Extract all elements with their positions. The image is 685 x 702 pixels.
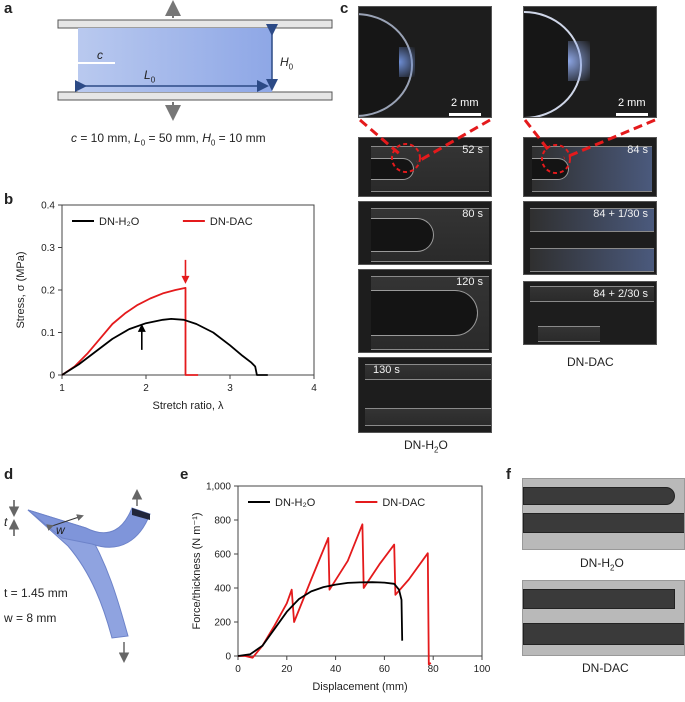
legend-entry: DN-DAC (210, 216, 253, 228)
time-label: 84 + 1/30 s (593, 208, 648, 220)
caption-dac: DN-DAC (567, 355, 614, 369)
frame-h2o-1: 52 s (358, 137, 492, 197)
series-line-dn-dac (61, 287, 199, 376)
frame-h2o-3: 120 s (358, 269, 492, 353)
time-label: 120 s (456, 276, 483, 288)
x-tick-label: 2 (143, 383, 149, 394)
plot-frame (237, 485, 483, 657)
scale-bar-left (449, 113, 481, 116)
y-tick-label: 0.1 (41, 328, 55, 339)
scale-bar-right (616, 113, 648, 116)
series-line-dn-h2o (237, 581, 404, 657)
width-symbol: w (56, 523, 65, 537)
y-tick-label: 0 (49, 371, 55, 382)
legend-entry: DN-H₂O (99, 216, 140, 228)
panel-label-f: f (506, 466, 511, 483)
x-tick-label: 40 (330, 664, 342, 675)
frame-dac-3: 84 + 2/30 s (523, 281, 657, 345)
top-grip (57, 19, 333, 29)
x-tick-label: 20 (281, 664, 293, 675)
series-line-dn-h2o (61, 318, 268, 376)
y-tick-label: 0.3 (41, 243, 55, 254)
width-value: w = 8 mm (4, 611, 57, 625)
panel-label-b: b (4, 191, 14, 208)
trouser-specimen-sketch (8, 489, 151, 663)
time-label: 84 + 2/30 s (593, 288, 648, 300)
photo-f-dac (522, 580, 685, 656)
y-axis-label: Force/thickness (N m⁻¹) (191, 512, 203, 629)
panel-a-schematic (57, 0, 333, 121)
y-axis-label: Stress, σ (MPa) (15, 251, 27, 328)
caption-f-h2o: DN-H2O (580, 556, 624, 573)
zoom-circle-dac (541, 144, 571, 174)
time-label: 130 s (373, 364, 400, 376)
y-tick-label: 800 (214, 516, 231, 527)
height-label: H0 (280, 55, 294, 72)
panel-label-a: a (4, 0, 13, 17)
y-tick-label: 600 (214, 550, 231, 561)
panel-a-dimensions: c = 10 mm, L0 = 50 mm, H0 = 10 mm (71, 131, 266, 148)
panel-label-d: d (4, 466, 14, 483)
photo-f-h2o (522, 478, 685, 550)
stress-stretch-chart: 1 2 3 4 0 0.1 0.2 0.3 0.4 Stretch ratio, λ Stress,… (15, 201, 317, 413)
time-label: 80 s (462, 208, 483, 220)
frame-dac-2: 84 + 1/30 s (523, 201, 657, 275)
time-label: 52 s (462, 144, 483, 156)
caption-f-dac: DN-DAC (582, 661, 629, 675)
y-tick-label: 200 (214, 618, 231, 629)
zoom-circle-h2o (391, 143, 421, 173)
zoom-photo-h2o: 2 mm (358, 6, 492, 118)
force-displacement-chart: 0 20 40 60 80 100 0 200 400 600 800 1,000 Displaceme… (191, 482, 491, 694)
x-tick-label: 80 (428, 664, 440, 675)
length-label: L0 (144, 68, 156, 85)
annotation-arrowhead (137, 323, 146, 332)
annotation-arrowhead (181, 275, 190, 284)
series-line-dn-dac (238, 523, 432, 666)
x-tick-label: 1 (59, 383, 65, 394)
x-tick-label: 0 (235, 664, 241, 675)
crack-tip-glow-dac (568, 41, 590, 81)
legend-entry: DN-H₂O (275, 497, 316, 509)
x-tick-label: 60 (379, 664, 391, 675)
x-tick-label: 3 (227, 383, 233, 394)
sample-sheet (78, 28, 272, 92)
frame-h2o-2: 80 s (358, 201, 492, 265)
y-tick-label: 400 (214, 584, 231, 595)
x-tick-label: 4 (311, 383, 317, 394)
y-tick-label: 0 (225, 652, 231, 663)
thickness-symbol: t (4, 515, 8, 529)
crack-label: c (97, 48, 103, 62)
thickness-value: t = 1.45 mm (4, 586, 68, 600)
y-tick-label: 1,000 (206, 482, 231, 493)
time-label: 84 s (627, 144, 648, 156)
caption-h2o: DN-H2O (404, 438, 448, 455)
bottom-grip (57, 91, 333, 101)
x-tick-label: 100 (474, 664, 491, 675)
zoom-indicators (359, 118, 656, 174)
legend-entry: DN-DAC (382, 497, 425, 509)
panel-label-e: e (180, 466, 189, 483)
y-tick-label: 0.2 (41, 286, 55, 297)
zoom-photo-dac: 2 mm (523, 6, 657, 118)
scale-label-right: 2 mm (618, 97, 646, 109)
frame-h2o-4: 130 s (358, 357, 492, 433)
scale-label-left: 2 mm (451, 97, 479, 109)
x-axis-label: Displacement (mm) (312, 681, 407, 693)
panel-label-c: c (340, 0, 349, 17)
y-tick-label: 0.4 (41, 201, 55, 212)
x-axis-label: Stretch ratio, λ (153, 400, 224, 412)
crack-tip-glow (399, 47, 415, 77)
